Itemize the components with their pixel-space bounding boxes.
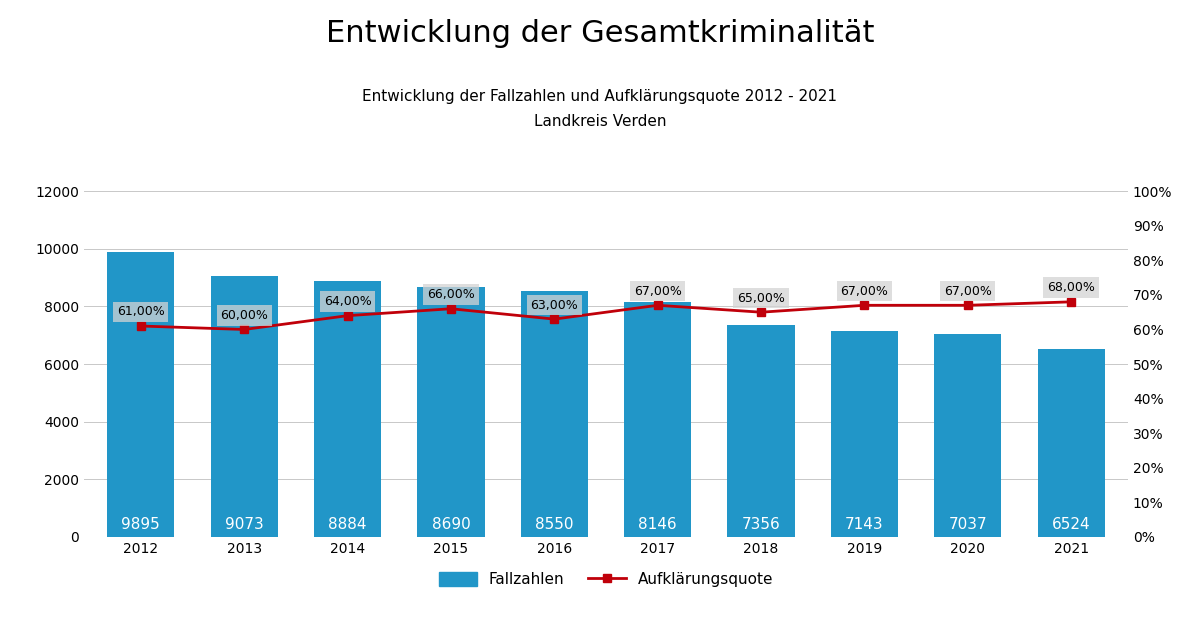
Text: 8550: 8550 [535, 516, 574, 532]
Text: Entwicklung der Fallzahlen und Aufklärungsquote 2012 - 2021: Entwicklung der Fallzahlen und Aufklärun… [362, 89, 838, 104]
Text: 68,00%: 68,00% [1048, 281, 1096, 294]
Text: 7143: 7143 [845, 516, 883, 532]
Text: 8146: 8146 [638, 516, 677, 532]
Text: 6524: 6524 [1052, 516, 1091, 532]
Legend: Fallzahlen, Aufklärungsquote: Fallzahlen, Aufklärungsquote [432, 566, 780, 593]
Text: Landkreis Verden: Landkreis Verden [534, 114, 666, 129]
Text: 8690: 8690 [432, 516, 470, 532]
Text: 63,00%: 63,00% [530, 299, 578, 312]
Bar [727, 325, 794, 537]
Text: Entwicklung der Gesamtkriminalität: Entwicklung der Gesamtkriminalität [325, 19, 875, 48]
Text: 67,00%: 67,00% [634, 284, 682, 297]
Text: 7037: 7037 [948, 516, 988, 532]
Text: 64,00%: 64,00% [324, 295, 372, 308]
Text: 65,00%: 65,00% [737, 292, 785, 305]
Bar [1038, 349, 1105, 537]
Text: 7356: 7356 [742, 516, 780, 532]
Bar [830, 331, 898, 537]
Text: 60,00%: 60,00% [221, 309, 268, 322]
Bar [418, 286, 485, 537]
Text: 8884: 8884 [329, 516, 367, 532]
Bar [107, 252, 174, 537]
Bar [521, 291, 588, 537]
Text: 61,00%: 61,00% [116, 305, 164, 318]
Bar [934, 334, 1001, 537]
Bar [624, 302, 691, 537]
Text: 9073: 9073 [224, 516, 264, 532]
Text: 66,00%: 66,00% [427, 288, 475, 301]
Bar [211, 276, 278, 537]
Bar [314, 281, 382, 537]
Text: 67,00%: 67,00% [840, 284, 888, 297]
Text: 9895: 9895 [121, 516, 161, 532]
Text: 67,00%: 67,00% [944, 284, 991, 297]
